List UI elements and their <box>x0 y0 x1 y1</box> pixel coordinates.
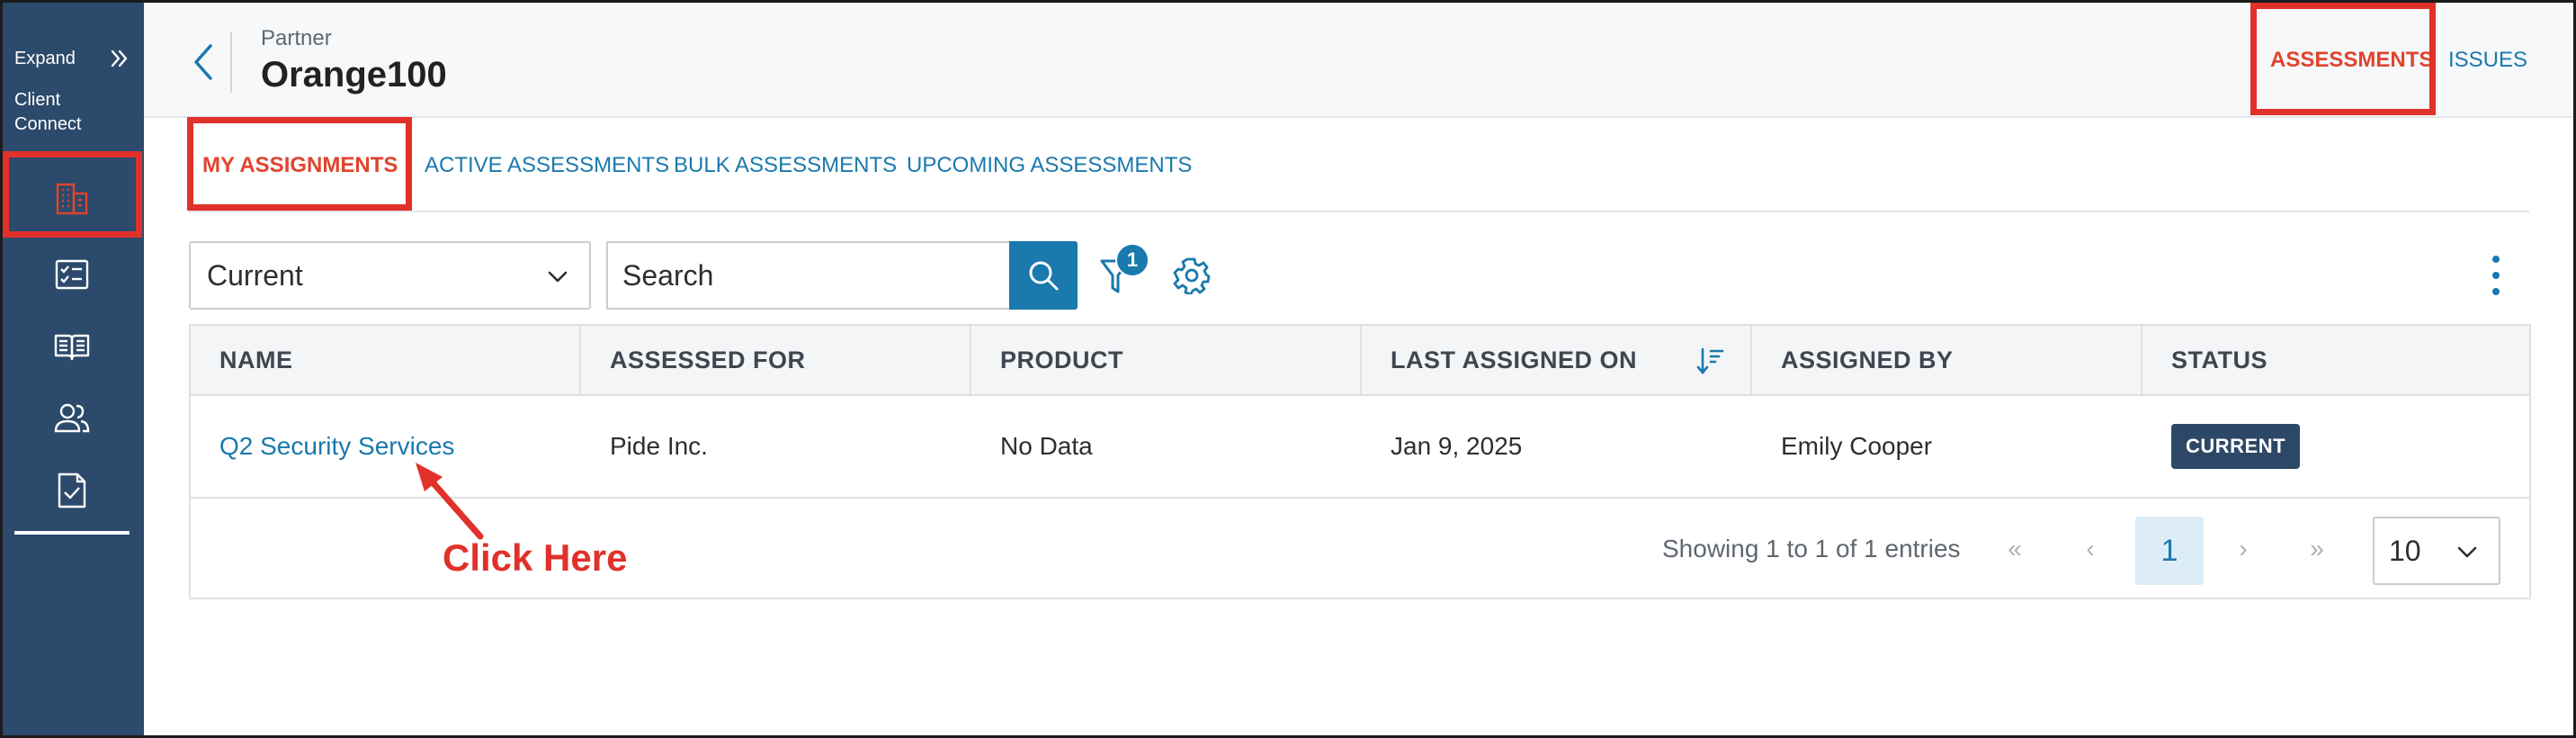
page-header: Partner Orange100 ASSESSMENTS ISSUES <box>144 3 2573 118</box>
document-check-icon <box>58 472 86 508</box>
highlight-assessments-tab <box>2250 3 2436 115</box>
tab-my-assignments[interactable]: MY ASSIGNMENTS <box>202 153 398 177</box>
expand-toggle[interactable]: Expand <box>14 45 131 72</box>
first-page-button[interactable]: « <box>2008 535 2022 562</box>
kebab-dot <box>2492 272 2500 279</box>
annotation-text: Click Here <box>443 536 628 579</box>
last-assigned-on-cell: Jan 9, 2025 <box>1391 432 1523 460</box>
users-icon <box>54 403 90 433</box>
product-cell: No Data <box>1000 432 1093 460</box>
assigned-by-cell: Emily Cooper <box>1781 432 1933 460</box>
sidebar-item-reports[interactable] <box>0 459 144 522</box>
pagination-summary: Showing 1 to 1 of 1 entries <box>1662 535 1961 562</box>
more-options-button[interactable] <box>2482 254 2509 297</box>
assessment-name-link[interactable]: Q2 Security Services <box>219 432 455 460</box>
table-row: Q2 Security Services Pide Inc. No Data J… <box>191 396 2529 499</box>
column-header-status[interactable]: STATUS <box>2171 346 2267 374</box>
settings-button[interactable] <box>1173 256 1211 296</box>
column-header-assigned-by[interactable]: ASSIGNED BY <box>1752 326 2142 394</box>
chevron-left-icon <box>194 44 212 80</box>
page-size-select[interactable]: 10 <box>2373 517 2500 585</box>
status-filter-select[interactable]: Current <box>189 241 591 310</box>
sidebar-item-users[interactable] <box>0 387 144 450</box>
annotation-arrow-icon <box>416 463 484 540</box>
pagination: Showing 1 to 1 of 1 entries « ‹ 1 › » 10 <box>191 500 2529 598</box>
status-filter-value: Current <box>207 258 303 292</box>
status-cell: CURRENT <box>2142 396 2529 497</box>
status-badge: CURRENT <box>2171 424 2301 469</box>
assessed-for-cell: Pide Inc. <box>610 432 708 460</box>
back-button[interactable] <box>184 37 220 87</box>
sidebar-item-partners[interactable] <box>0 167 144 230</box>
search-input[interactable]: Search <box>606 241 1011 310</box>
assignments-table: NAME ASSESSED FOR PRODUCT LAST ASSIGNED … <box>189 324 2531 599</box>
tab-upcoming-assessments[interactable]: UPCOMING ASSESSMENTS <box>907 153 1193 177</box>
sidebar-item-tasks[interactable] <box>0 243 144 306</box>
search-icon <box>1029 261 1059 291</box>
expand-label: Expand <box>14 48 76 68</box>
sidebar-section-title: Client Connect <box>14 90 82 134</box>
sidebar-item-library[interactable] <box>0 315 144 378</box>
double-chevron-right-icon <box>111 50 128 68</box>
column-header-product[interactable]: PRODUCT <box>971 326 1362 394</box>
page-title: Orange100 <box>261 55 447 94</box>
chevron-down-icon <box>2457 546 2477 558</box>
chevron-down-icon <box>548 271 568 283</box>
highlight-sidebar-item <box>3 151 142 238</box>
page-size-value: 10 <box>2389 534 2421 567</box>
page-number-current[interactable]: 1 <box>2135 517 2204 585</box>
sidebar: Expand Client Connect <box>0 0 144 738</box>
building-icon <box>56 183 88 215</box>
kebab-dot <box>2492 256 2500 263</box>
gear-icon <box>1173 257 1211 296</box>
highlight-my-assignments-tab <box>187 117 412 211</box>
sidebar-divider <box>14 531 130 535</box>
search-placeholder: Search <box>622 258 714 292</box>
column-header-last-assigned-on[interactable]: LAST ASSIGNED ON <box>1362 326 1752 394</box>
checklist-icon <box>55 259 89 290</box>
search-button[interactable] <box>1009 241 1078 310</box>
table-header: NAME ASSESSED FOR PRODUCT LAST ASSIGNED … <box>191 326 2529 396</box>
column-header-last-assigned-label: LAST ASSIGNED ON <box>1391 346 1638 374</box>
partner-label: Partner <box>261 26 332 50</box>
book-icon <box>54 334 90 361</box>
tab-bulk-assessments[interactable]: BULK ASSESSMENTS <box>674 153 898 177</box>
next-page-button[interactable]: › <box>2239 535 2248 562</box>
filter-count-badge: 1 <box>1115 243 1149 277</box>
tab-issues[interactable]: ISSUES <box>2448 48 2528 72</box>
column-header-name[interactable]: NAME <box>191 326 581 394</box>
header-separator <box>230 32 232 93</box>
prev-page-button[interactable]: ‹ <box>2086 535 2095 562</box>
kebab-dot <box>2492 288 2500 295</box>
tab-active-assessments[interactable]: ACTIVE ASSESSMENTS <box>425 153 670 177</box>
last-page-button[interactable]: » <box>2310 535 2324 562</box>
column-header-assessed-for[interactable]: ASSESSED FOR <box>581 326 971 394</box>
tab-assessments[interactable]: ASSESSMENTS <box>2270 48 2434 72</box>
subtabs-divider <box>189 211 2529 212</box>
sort-descending-icon <box>1696 347 1724 375</box>
